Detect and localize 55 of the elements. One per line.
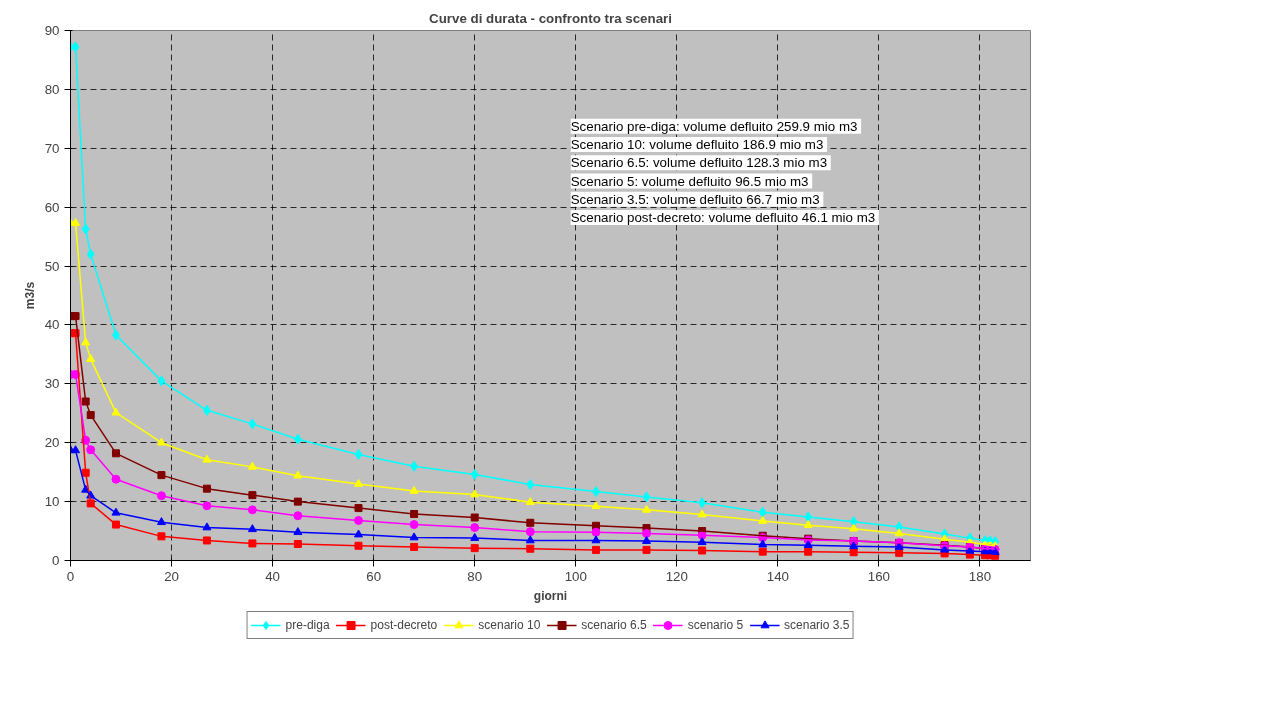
x-tick-label: 140 (766, 568, 789, 584)
x-tick-label: 100 (564, 568, 587, 584)
point (157, 532, 166, 541)
point (156, 437, 166, 446)
point (470, 513, 479, 522)
y-tick-label: 30 (44, 376, 60, 392)
point (697, 509, 707, 518)
point (293, 497, 302, 506)
y-tick-label: 10 (44, 494, 60, 510)
annotation: Scenario 10: volume defluito 186.9 mio m3 (570, 137, 824, 153)
point (81, 397, 90, 406)
x-tick-label: 160 (867, 568, 891, 584)
point (354, 504, 363, 513)
point (202, 536, 211, 545)
chart-title: Curve di durata - confronto tra scenari (429, 10, 672, 26)
x-tick-label: 80 (467, 568, 483, 584)
point (111, 520, 120, 529)
point (470, 489, 480, 498)
x-tick-label: 40 (265, 568, 281, 584)
point (81, 337, 91, 346)
y-tick-label: 50 (44, 258, 60, 274)
annotation: Scenario 6.5: volume defluito 128.3 mio m3 (570, 155, 828, 171)
x-tick-label: 120 (665, 568, 688, 584)
point (470, 523, 480, 533)
point (248, 491, 257, 500)
point (247, 461, 257, 470)
x-tick-label: 20 (164, 568, 179, 584)
legend-label: scenario 10 (478, 618, 541, 632)
x-tick-label: 60 (366, 568, 382, 584)
point (758, 539, 768, 548)
y-tick-label: 70 (44, 140, 60, 156)
point (354, 515, 363, 525)
annotation: Scenario 3.5: volume defluito 66.7 mio m3 (570, 191, 820, 207)
legend-label: pre-diga (285, 618, 330, 632)
annotation: Scenario pre-diga: volume defluito 259.9 mio m3 (570, 118, 858, 134)
point (354, 529, 363, 538)
y-axis-title: m3/s (22, 281, 37, 310)
annotation: Scenario post-decreto: volume defluito 46.1 mio m3 (570, 210, 876, 226)
y-tick-label: 0 (52, 553, 60, 568)
y-tick-label: 40 (44, 317, 60, 333)
x-tick-label: 180 (968, 568, 992, 584)
y-tick-label: 20 (44, 435, 60, 451)
y-tick-label: 80 (44, 81, 60, 97)
y-tick-label: 90 (44, 23, 60, 38)
x-tick-label: 0 (66, 568, 75, 584)
legend-label: scenario 6.5 (581, 618, 647, 632)
legend-label: post-decreto (370, 618, 438, 632)
x-axis-title: giorni (533, 588, 568, 603)
legend-label: scenario 5 (687, 618, 744, 632)
point (525, 527, 535, 537)
point (248, 539, 257, 548)
y-tick-label: 60 (44, 199, 60, 215)
point (698, 546, 707, 555)
legend-label: scenario 3.5 (784, 618, 850, 632)
annotation: Scenario 5: volume defluito 96.5 mio m3 (570, 173, 809, 189)
